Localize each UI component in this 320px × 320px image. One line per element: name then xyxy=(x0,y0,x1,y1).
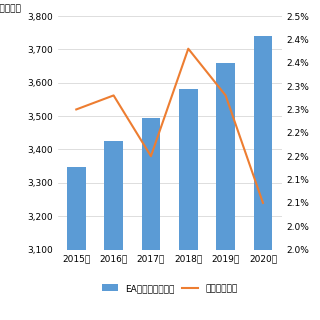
Bar xyxy=(179,89,197,320)
Bar xyxy=(104,141,123,320)
前年比成長率 xyxy=(261,201,265,205)
Bar xyxy=(253,36,272,320)
Bar xyxy=(216,63,235,320)
Bar xyxy=(141,118,160,320)
前年比成長率 xyxy=(112,93,116,97)
前年比成長率 xyxy=(186,47,190,51)
前年比成長率 xyxy=(224,93,228,97)
Bar xyxy=(67,167,86,320)
Line: 前年比成長率: 前年比成長率 xyxy=(76,49,263,203)
Text: （十億円）: （十億円） xyxy=(0,5,22,14)
前年比成長率 xyxy=(74,108,78,111)
前年比成長率 xyxy=(149,154,153,158)
Legend: EAソリューション, 前年比成長率: EAソリューション, 前年比成長率 xyxy=(98,280,241,296)
